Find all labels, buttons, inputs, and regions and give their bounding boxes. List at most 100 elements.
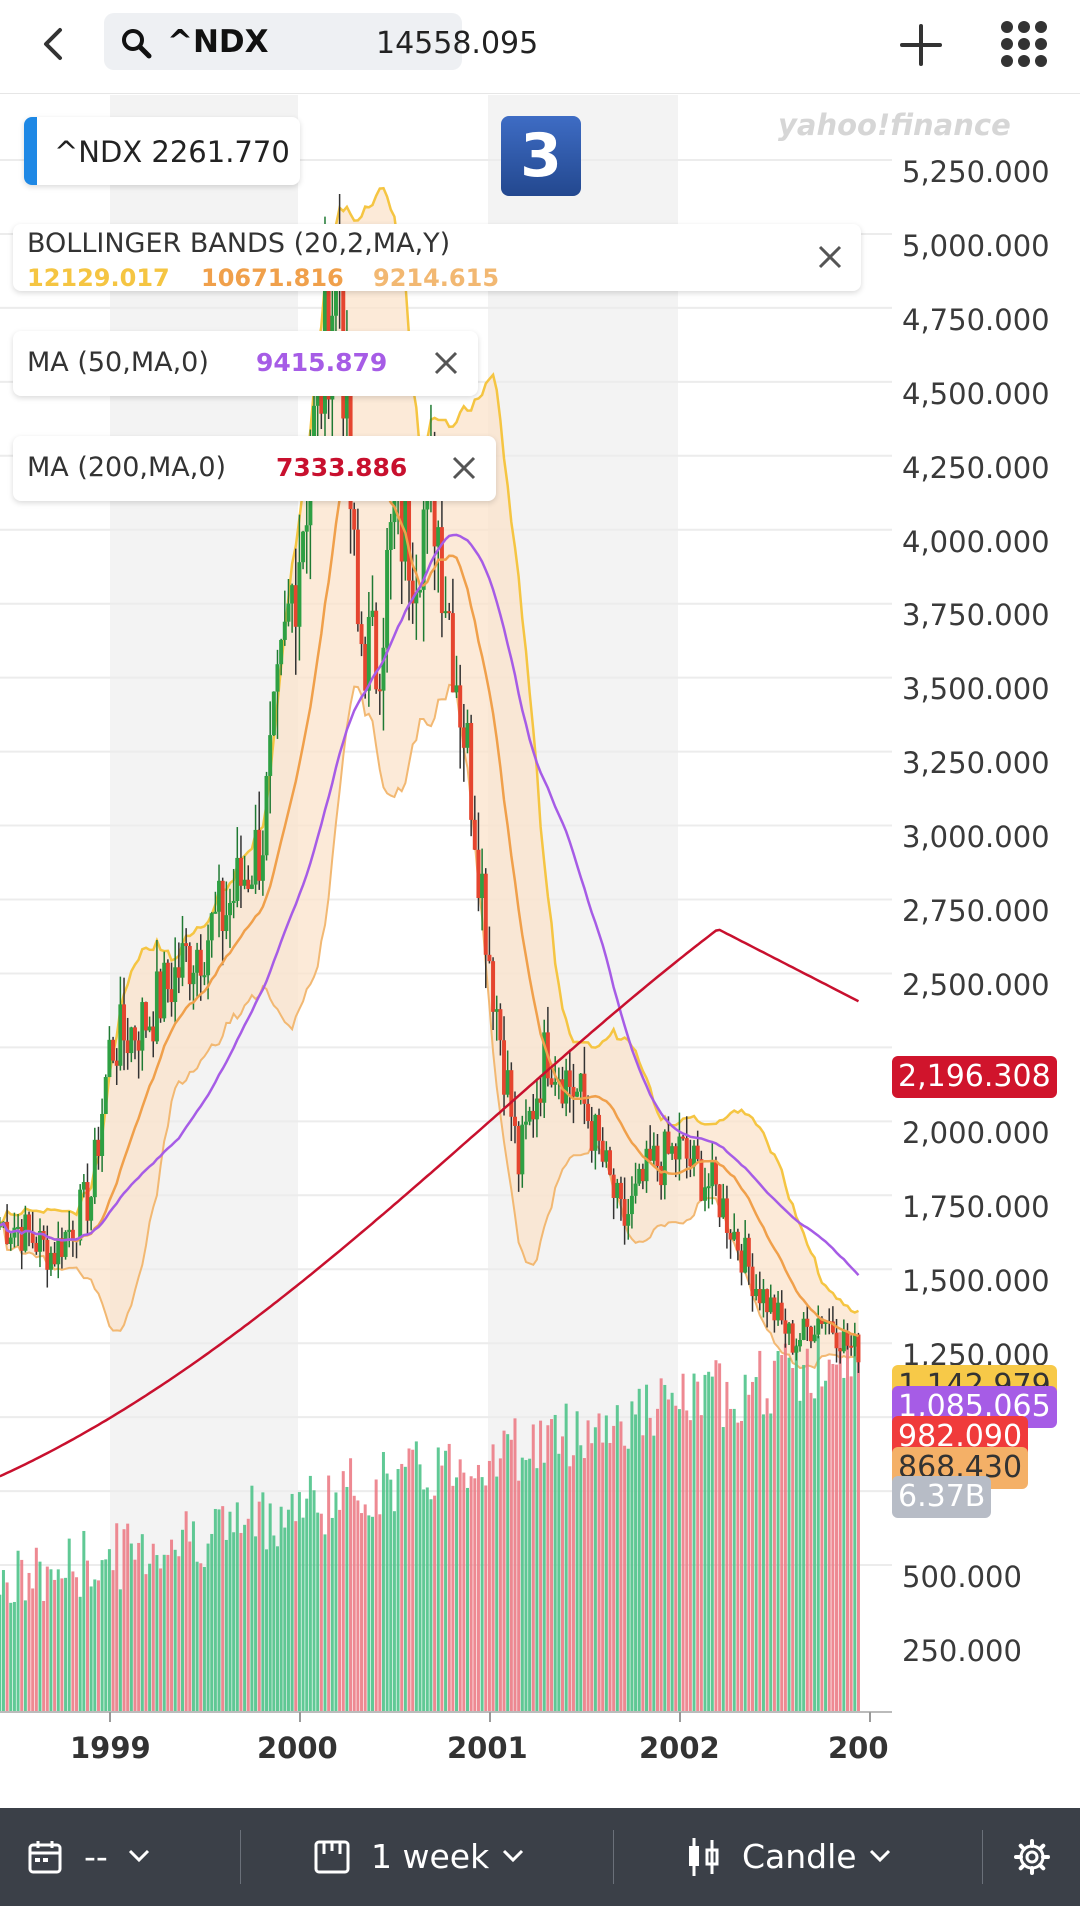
candle-body	[209, 913, 214, 941]
chevron-down-icon	[502, 1849, 524, 1863]
candle-body	[27, 1214, 32, 1232]
volume-bar	[173, 1549, 177, 1712]
close-icon[interactable]	[815, 242, 845, 272]
volume-bar	[381, 1452, 385, 1712]
candle-body	[140, 1002, 145, 1051]
candle-body	[195, 949, 200, 973]
volume-bar	[170, 1539, 174, 1712]
volume-bar	[228, 1511, 232, 1712]
candle-body	[724, 1198, 729, 1233]
keycap-3-badge: 3	[501, 116, 581, 196]
close-icon[interactable]	[431, 348, 461, 378]
y-label-4250: 4,250.000	[902, 451, 1050, 485]
volume-bar	[473, 1478, 477, 1712]
candle-body	[0, 1225, 2, 1228]
gear-icon[interactable]	[1014, 1839, 1050, 1875]
candle-body	[257, 829, 262, 881]
candle-body	[403, 487, 408, 562]
candle-body	[688, 1158, 693, 1167]
ma200-line	[0, 928, 860, 1478]
symbol-search-field[interactable]: ^NDX 14558.095	[104, 13, 538, 70]
candle-body	[213, 911, 218, 914]
close-icon[interactable]	[449, 453, 479, 483]
candle-body	[275, 664, 280, 692]
candle-body	[505, 1070, 510, 1095]
volume-bar	[67, 1538, 71, 1712]
volume-bar	[663, 1384, 667, 1712]
candle-body	[246, 879, 251, 889]
candle-body	[728, 1232, 733, 1240]
plus-icon[interactable]	[898, 22, 944, 68]
candle-body	[187, 946, 192, 985]
volume-bar	[436, 1447, 440, 1712]
candle-body	[739, 1250, 744, 1273]
bollinger-upper-value: 12129.017	[27, 264, 170, 292]
candle-body	[808, 1326, 813, 1342]
candle-body	[655, 1145, 660, 1167]
symbol-legend-card[interactable]: ^NDX 2261.770	[24, 117, 300, 185]
volume-bar	[308, 1475, 312, 1712]
volume-bar	[495, 1476, 499, 1712]
candle-body	[282, 621, 287, 640]
candle-body	[388, 522, 393, 550]
volume-bar	[396, 1469, 400, 1712]
candle-body	[70, 1229, 75, 1240]
candle-body	[12, 1227, 17, 1238]
candle-body	[301, 531, 306, 563]
volume-bar	[655, 1408, 659, 1712]
volume-bar	[524, 1460, 528, 1712]
volume-bar	[118, 1589, 122, 1712]
volume-bar	[476, 1464, 480, 1712]
ma50-legend-card[interactable]: MA (50,MA,0) 9415.879	[13, 331, 478, 396]
volume-bar	[389, 1479, 393, 1712]
candle-body	[158, 971, 163, 1019]
volume-bar	[418, 1464, 422, 1712]
volume-bar	[615, 1405, 619, 1712]
candle-body	[59, 1238, 64, 1257]
volume-bar	[513, 1418, 517, 1712]
candle-body	[304, 525, 309, 532]
volume-bar	[246, 1518, 250, 1712]
volume-bar	[648, 1417, 652, 1712]
volume-bar	[327, 1475, 331, 1712]
candle-body	[231, 900, 236, 904]
candle-body	[571, 1086, 576, 1097]
apps-grid-icon[interactable]	[1000, 20, 1048, 68]
chevron-left-icon[interactable]	[34, 22, 74, 66]
candle-body	[465, 723, 470, 748]
candle-body	[757, 1288, 762, 1304]
volume-bar	[239, 1532, 243, 1712]
volume-bar	[462, 1472, 466, 1712]
chart-type-selector[interactable]: Candle	[614, 1808, 982, 1906]
candle-body	[447, 611, 452, 614]
volume-bar	[845, 1332, 849, 1712]
interval-selector[interactable]: 1 week	[241, 1808, 613, 1906]
volume-bar	[528, 1458, 532, 1712]
candle-body	[220, 880, 225, 932]
volume-bar	[604, 1415, 608, 1712]
ma200-legend-card[interactable]: MA (200,MA,0) 7333.886	[13, 436, 496, 501]
candle-body	[443, 611, 448, 614]
volume-bar	[805, 1348, 809, 1712]
date-range-selector[interactable]: --	[0, 1808, 240, 1906]
volume-bar	[623, 1445, 627, 1712]
candle-body	[523, 1121, 528, 1125]
volume-bar	[188, 1541, 192, 1712]
candle-body	[765, 1289, 770, 1313]
volume-bar	[338, 1509, 342, 1712]
candle-body	[567, 1070, 572, 1087]
volume-bar	[334, 1492, 338, 1712]
y-label-3000: 3,000.000	[902, 820, 1050, 854]
candle-body	[143, 1002, 148, 1031]
volume-bar	[261, 1492, 265, 1712]
candle-body	[750, 1266, 755, 1297]
candle-body	[805, 1318, 810, 1327]
volume-bar	[539, 1420, 543, 1712]
volume-bar	[652, 1435, 656, 1712]
bollinger-legend-card[interactable]: BOLLINGER BANDS (20,2,MA,Y) 12129.017 10…	[13, 224, 861, 292]
candle-body	[812, 1334, 817, 1342]
volume-bar	[16, 1550, 20, 1712]
volume-bar	[104, 1559, 108, 1712]
volume-bar	[166, 1554, 170, 1712]
candle-body	[67, 1229, 72, 1232]
